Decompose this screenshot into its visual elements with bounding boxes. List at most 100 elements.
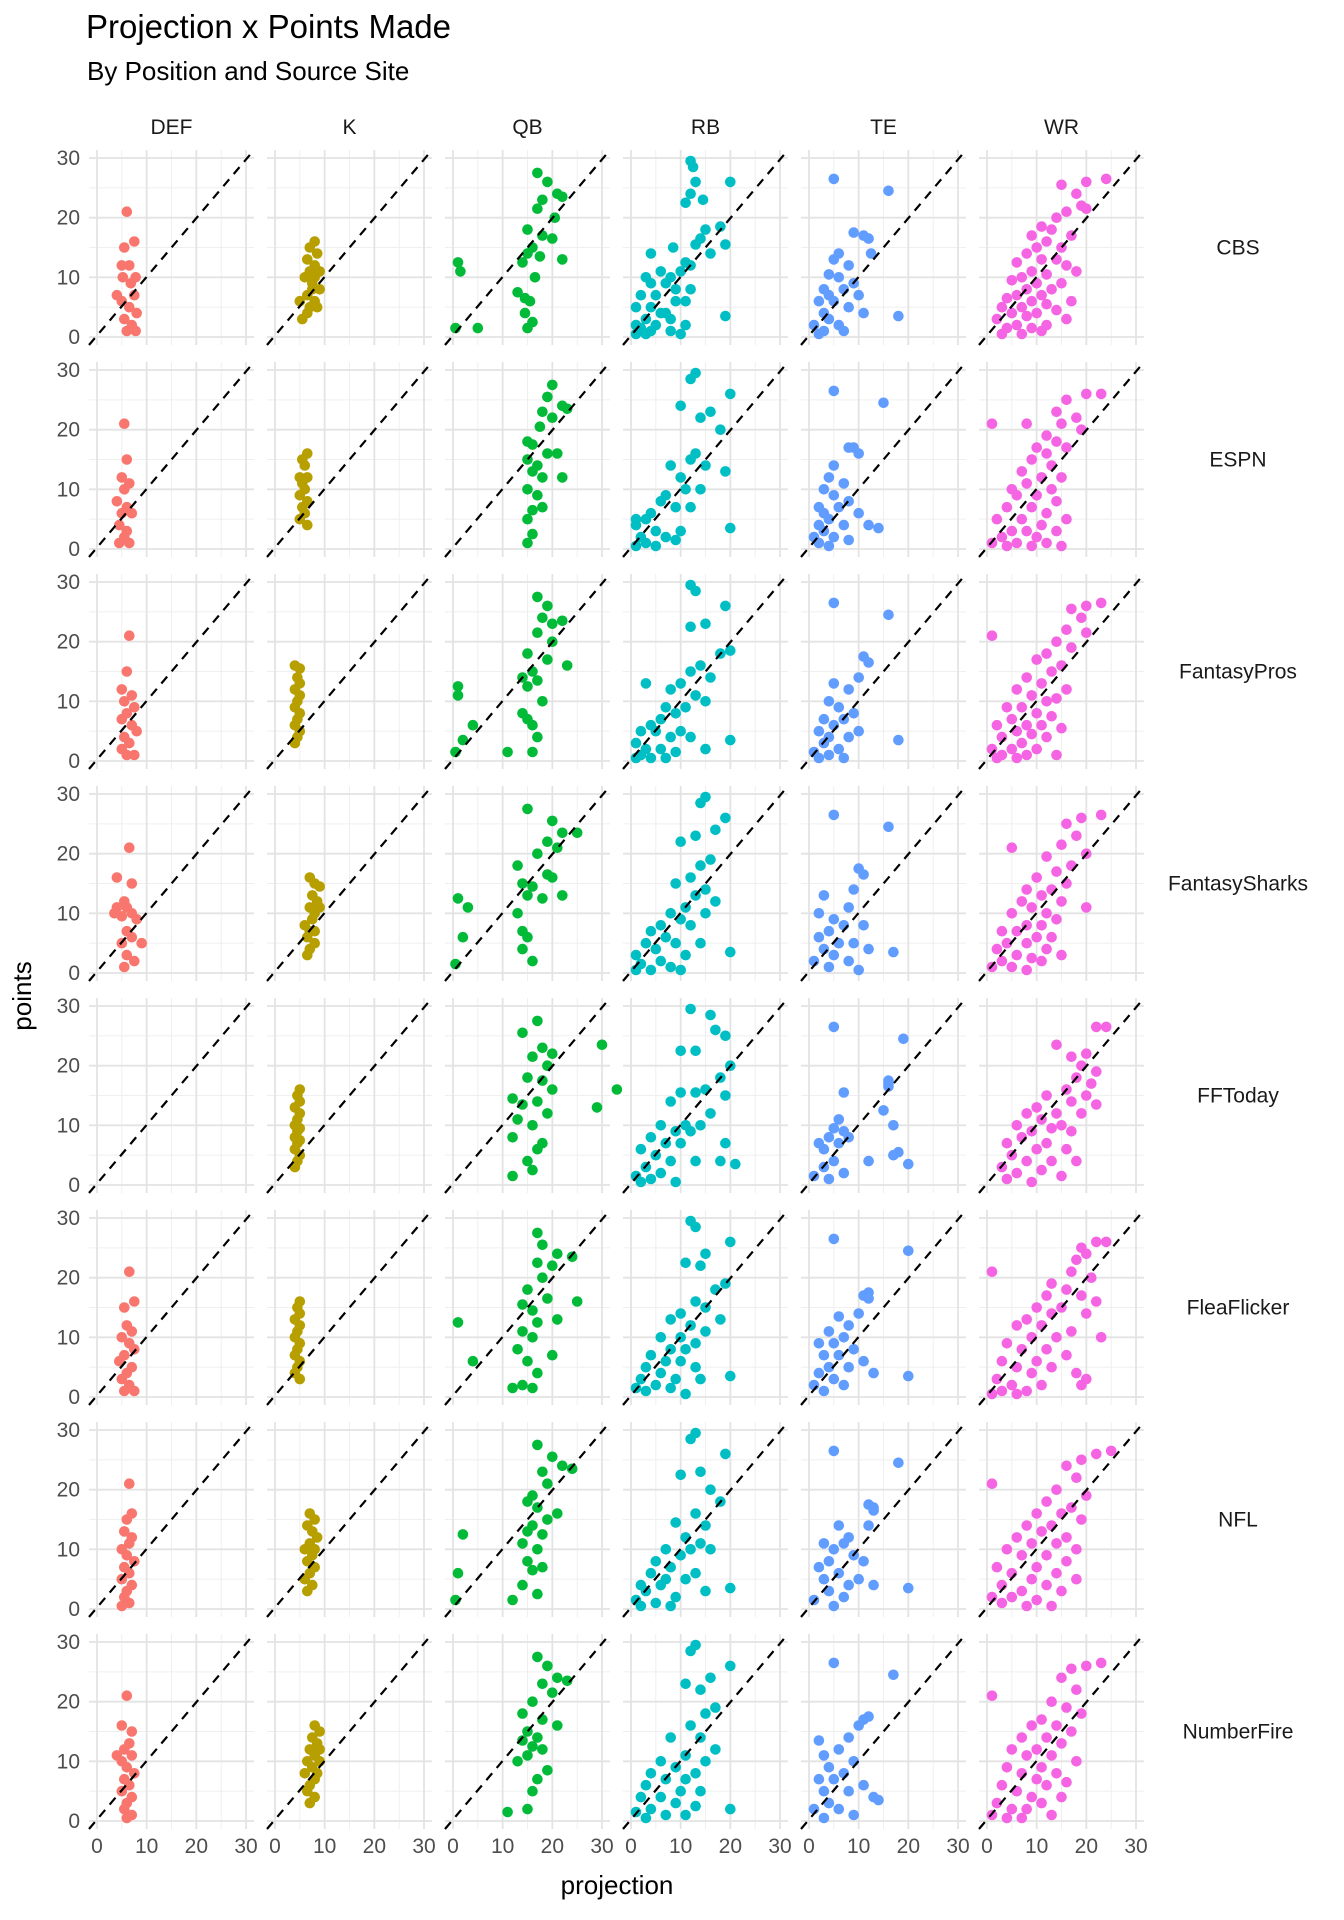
data-point [1046,484,1057,495]
data-point [685,666,696,677]
data-point [640,1779,652,1791]
data-point [517,1538,528,1549]
data-point [705,1544,716,1555]
y-axis-title: points [7,961,37,1030]
data-point [1016,1732,1028,1743]
data-point [527,1305,538,1316]
data-point [121,454,133,465]
data-point [650,289,662,301]
data-point [1056,472,1067,483]
data-point [685,1645,696,1657]
data-point [1011,1532,1023,1543]
data-point [1071,1155,1082,1167]
data-point [522,484,533,495]
strip-label-te: TE [870,116,897,139]
data-point [119,313,130,325]
data-point [843,1579,854,1591]
x-tick-label: 20 [719,1835,742,1858]
data-point [119,1526,130,1537]
data-point [1036,1379,1047,1391]
reference-line [800,149,967,346]
data-point [635,1791,647,1803]
data-point [635,1600,647,1612]
data-point [527,1382,538,1394]
reference-line [266,1209,433,1406]
data-point [1021,418,1032,430]
data-point [527,1696,538,1707]
data-point [452,690,464,701]
data-point [630,949,642,961]
reference-line [978,149,1145,346]
data-point [532,591,543,603]
data-point [685,501,696,513]
data-point [1081,388,1092,400]
panel-espn-k [266,361,433,558]
data-point [1046,666,1057,677]
panel-nfl-def [88,1421,255,1618]
data-point [517,1099,528,1110]
data-point [119,961,130,973]
data-point [858,869,869,880]
data-point [532,1143,543,1155]
data-point [1095,597,1107,609]
data-point [640,328,652,340]
data-point [635,1143,647,1155]
data-point [467,1355,479,1367]
data-point [838,1167,850,1179]
data-point [1011,1320,1023,1331]
data-point [512,1114,523,1125]
data-point [1066,642,1077,653]
data-point [655,743,667,755]
data-point [1051,1332,1062,1343]
data-point [1031,442,1042,453]
data-point [1036,678,1047,689]
data-point [547,233,558,244]
data-point [547,1349,558,1361]
data-point [695,1538,706,1549]
data-point [1031,1508,1042,1519]
data-point [828,1657,840,1669]
panel-numberfire-qb [444,1633,611,1830]
data-point [1031,1355,1042,1367]
data-point [1021,478,1032,489]
data-point [828,1021,840,1033]
data-point [813,752,825,764]
data-point [1041,1579,1052,1591]
x-tick-label: 20 [185,1835,208,1858]
data-point [865,248,877,259]
data-point [725,946,736,958]
data-point [1056,540,1067,552]
data-point [903,1582,914,1594]
data-point [1100,1236,1112,1248]
data-point [1011,949,1023,961]
y-tick-label: 0 [68,962,80,985]
data-point [655,920,667,931]
data-point [828,1544,840,1555]
panel-espn-def [88,361,255,558]
data-point [1091,1099,1102,1110]
data-point [1026,1791,1037,1803]
data-point [843,1320,854,1331]
reference-line [800,361,967,558]
data-point [828,1338,840,1349]
data-point [1051,212,1062,223]
data-point [1051,914,1062,925]
data-point [571,827,583,839]
data-point [124,1779,135,1791]
data-point [302,931,313,943]
data-point [517,1735,528,1746]
y-tick-label: 20 [57,1691,80,1714]
data-point [1091,1021,1102,1033]
x-tick-label: 0 [447,1835,459,1858]
data-point [675,964,686,976]
data-point [670,878,681,889]
data-point [1036,1526,1047,1537]
x-tick-label: 20 [363,1835,386,1858]
data-point [126,690,138,701]
data-point [655,1332,667,1343]
data-point [1051,496,1062,507]
data-point [1026,230,1037,241]
x-tick-label: 20 [1075,1835,1098,1858]
data-point [1006,1744,1018,1755]
data-point [1061,442,1072,453]
